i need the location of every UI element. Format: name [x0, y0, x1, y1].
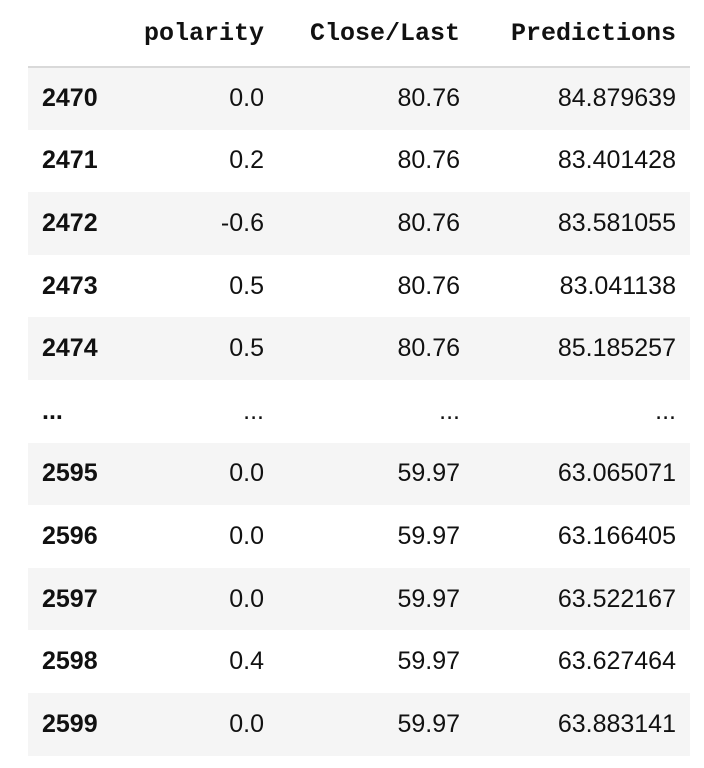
table-header: polarity Close/Last Predictions	[28, 0, 690, 68]
cell-close-last: 80.76	[397, 271, 460, 300]
table-body: 2470 0.0 80.76 84.879639 2471 0.2 80.76 …	[28, 67, 690, 756]
cell-polarity: -0.6	[220, 208, 264, 237]
cell-polarity: 0.0	[229, 459, 264, 488]
cell-predictions: 83.581055	[557, 208, 676, 237]
cell-predictions: 84.879639	[557, 84, 676, 113]
cell-polarity: 0.0	[229, 84, 264, 113]
row-index: 2596	[42, 521, 98, 550]
cell-predictions: 85.185257	[557, 334, 676, 363]
cell-predictions: 63.065071	[557, 459, 676, 488]
row-index: 2473	[42, 271, 98, 300]
cell-predictions: 83.401428	[557, 146, 676, 175]
cell-close-last: 59.97	[397, 584, 460, 613]
cell-polarity: 0.2	[229, 146, 264, 175]
header-row: polarity Close/Last Predictions	[28, 0, 690, 68]
table-row: 2470 0.0 80.76 84.879639	[28, 67, 690, 130]
row-index: 2597	[42, 584, 98, 613]
cell-predictions: 63.627464	[557, 647, 676, 676]
table-row: 2595 0.0 59.97 63.065071	[28, 442, 690, 506]
table-row: 2473 0.5 80.76 83.041138	[28, 255, 690, 318]
cell-close-last: 59.97	[397, 521, 460, 550]
table-row: 2599 0.0 59.97 63.883141	[28, 692, 690, 756]
cell-polarity: 0.5	[229, 334, 264, 363]
column-header-polarity: polarity	[128, 0, 268, 68]
table-row-ellipsis: ... ... ... ...	[28, 380, 690, 443]
row-index: 2474	[42, 334, 98, 363]
table-row: 2472 -0.6 80.76 83.581055	[28, 192, 690, 255]
cell-polarity: 0.5	[229, 271, 264, 300]
table-row: 2596 0.0 59.97 63.166405	[28, 505, 690, 568]
cell-polarity: 0.4	[229, 647, 264, 676]
cell-predictions: 63.166405	[557, 521, 676, 550]
cell-predictions: ...	[655, 396, 676, 425]
cell-close-last: 59.97	[397, 709, 460, 738]
cell-close-last: 80.76	[397, 208, 460, 237]
index-header	[28, 0, 128, 68]
column-header-predictions: Predictions	[464, 0, 690, 68]
cell-predictions: 83.041138	[559, 271, 676, 300]
row-index: 2598	[42, 647, 98, 676]
cell-polarity: 0.0	[229, 584, 264, 613]
row-index: 2470	[42, 84, 98, 113]
column-header-close-last: Close/Last	[268, 0, 464, 68]
row-index: ...	[42, 396, 63, 425]
row-index: 2599	[42, 709, 98, 738]
table-row: 2474 0.5 80.76 85.185257	[28, 317, 690, 380]
table-row: 2598 0.4 59.97 63.627464	[28, 630, 690, 693]
table-row: 2597 0.0 59.97 63.522167	[28, 567, 690, 631]
cell-close-last: ...	[439, 396, 460, 425]
cell-close-last: 59.97	[397, 459, 460, 488]
cell-close-last: 80.76	[397, 146, 460, 175]
row-index: 2471	[42, 146, 98, 175]
cell-predictions: 63.522167	[557, 584, 676, 613]
cell-polarity: ...	[243, 396, 264, 425]
dataframe-output: polarity Close/Last Predictions 2470 0.0…	[28, 0, 690, 756]
dataframe-table: polarity Close/Last Predictions 2470 0.0…	[28, 0, 690, 756]
row-index: 2595	[42, 459, 98, 488]
cell-predictions: 63.883141	[557, 709, 676, 738]
cell-polarity: 0.0	[229, 709, 264, 738]
cell-close-last: 59.97	[397, 647, 460, 676]
cell-polarity: 0.0	[229, 521, 264, 550]
table-row: 2471 0.2 80.76 83.401428	[28, 130, 690, 193]
row-index: 2472	[42, 208, 98, 237]
cell-close-last: 80.76	[397, 84, 460, 113]
cell-close-last: 80.76	[397, 334, 460, 363]
